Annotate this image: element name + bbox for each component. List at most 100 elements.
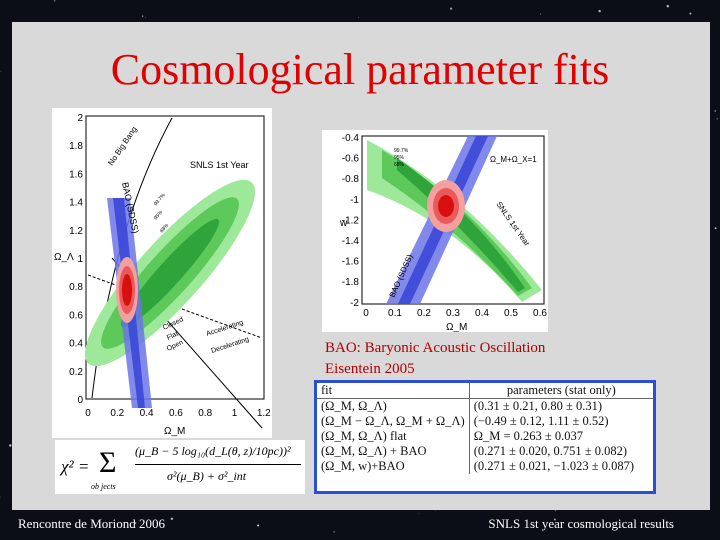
right-x-tick-label: 0.4 [475,308,489,319]
parameters-cell: (0.31 ± 0.21, 0.80 ± 0.31) [473,399,602,413]
right-x-tick-label: 0.6 [533,308,547,319]
left-y-tick-label: 1.8 [69,141,83,152]
w-vs-omega-m-plot: Ω_M+Ω_X=1 SNLS 1st Year BAO (SDSS) 99.7%… [322,130,548,332]
table-row: (Ω_M, Ω_Λ) (0.31 ± 0.21, 0.80 ± 0.31) [317,398,653,414]
prior-label: Ω_M+Ω_X=1 [490,155,537,164]
star [581,525,582,527]
conf-68-left: 68% [159,222,170,234]
footer-right: SNLS 1st year cosmological results [488,516,674,531]
table-row: (Ω_M, Ω_Λ) flat Ω_M = 0.263 ± 0.037 [317,429,653,444]
left-x-tick-label: 0 [85,408,91,419]
conf-68-right: 68% [394,162,405,168]
right-x-tick-label: 0.3 [446,308,460,319]
formula-sum-subscript: ob jects [91,482,116,491]
right-y-tick-label: -2 [350,298,359,309]
left-x-tick-label: 0.2 [110,408,124,419]
bao-note-line1: BAO: Baryonic Acoustic Oscillation [325,340,546,356]
table-header-fit: fit [317,383,470,399]
star [333,531,335,533]
right-y-tick-label: -1 [350,195,359,206]
star [716,117,719,120]
flat-label: Flat [166,331,180,342]
star [170,517,174,521]
star [553,518,556,521]
right-y-tick-label: -1.2 [342,215,360,226]
left-x-tick-label: 0.8 [198,408,212,419]
formula-fraction-bar [135,464,301,465]
right-y-tick-label: -1.6 [342,257,360,268]
conf-95-left: 95% [153,209,164,221]
parameters-cell: Ω_M = 0.263 ± 0.037 [473,429,584,443]
table-row: (Ω_M, w)+BAO (0.271 ± 0.021, −1.023 ± 0.… [317,459,653,474]
chi-squared-formula: χ² = Σ ob jects (μ_B − 5 log₁₀(d_L(θ, z)… [55,440,305,494]
right-y-tick-label: -0.6 [342,154,360,165]
left-x-axis-label: Ω_M [164,426,185,437]
right-x-tick-label: 0.5 [504,308,518,319]
fit-cell: (Ω_M, Ω_Λ) flat [317,429,470,444]
parameters-cell: (−0.49 ± 0.12, 1.11 ± 0.52) [473,414,609,428]
omega-lambda-vs-omega-m-plot: No Big Bang SNLS 1st Year BAO (SDSS) 99.… [52,108,272,438]
left-y-tick-label: 0.6 [69,310,83,321]
star [540,13,542,15]
fit-cell: (Ω_M, Ω_Λ) + BAO [317,444,470,459]
right-y-tick-label: -1.4 [342,236,360,247]
right-y-tick-label: -0.8 [342,174,360,185]
left-y-tick-label: 0 [77,395,83,406]
formula-lhs: χ² = [61,457,90,476]
left-x-tick-label: 1 [232,408,238,419]
conf-95-right: 95% [394,155,405,161]
slide-title: Cosmological parameter fits [110,45,610,94]
right-x-axis-label: Ω_M [446,322,467,332]
left-y-axis-label: Ω_Λ [54,252,74,263]
left-y-tick-label: 0.8 [69,282,83,293]
right-y-axis-label: w [339,218,348,229]
star [9,444,12,447]
formula-sum-symbol: Σ [99,446,117,479]
star [666,4,670,8]
star [714,227,717,230]
left-y-tick-label: 0.2 [69,367,83,378]
star [689,12,692,15]
star [0,496,1,498]
star [450,7,453,10]
star [134,522,137,524]
right-x-tick-label: 0.2 [417,308,431,319]
left-x-tick-label: 0.4 [140,408,154,419]
left-x-tick-label: 1.2 [257,408,271,419]
left-y-tick-label: 1.2 [69,226,83,237]
table-row: (Ω_M, Ω_Λ) + BAO (0.271 ± 0.020, 0.751 ±… [317,444,653,459]
fit-results-table: fit parameters (stat only) (Ω_M, Ω_Λ) (0… [314,380,656,494]
star [358,17,360,19]
star [145,17,146,18]
star [714,110,717,112]
snls-label-left: SNLS 1st Year [190,160,249,170]
fit-cell: (Ω_M, w)+BAO [317,459,470,474]
left-y-tick-label: 1 [77,254,83,265]
star [554,509,557,512]
star [418,513,420,515]
bao-note-line2: Eisentein 2005 [325,361,415,377]
footer-left: Rencontre de Moriond 2006 [18,516,165,531]
parameters-cell: (0.271 ± 0.021, −1.023 ± 0.087) [473,459,635,473]
left-y-tick-label: 0.4 [69,339,83,350]
star [53,0,56,2]
star [0,70,2,72]
star [598,9,601,13]
right-y-tick-label: -0.4 [342,133,360,144]
parameters-cell: (0.271 ± 0.020, 0.751 ± 0.082) [473,444,627,458]
conf-997-right: 99.7% [394,148,409,154]
formula-denominator: σ²(μ_B) + σ²_int [167,469,247,483]
table-header-row: fit parameters (stat only) [317,383,653,399]
left-y-tick-label: 2 [77,113,83,124]
table-header-parameters: parameters (stat only) [469,383,653,399]
star [435,510,437,512]
left-y-tick-label: 1.4 [69,198,83,209]
star [141,15,144,17]
right-x-tick-label: 0 [363,308,369,319]
bao-note: BAO: Baryonic Acoustic Oscillation Eisen… [325,338,545,380]
left-y-tick-label: 1.6 [69,169,83,180]
formula-numerator: (μ_B − 5 log₁₀(d_L(θ, z)/10pc))² [135,444,291,458]
star [257,524,260,527]
fit-cell: (Ω_M − Ω_Λ, Ω_M + Ω_Λ) [317,414,470,429]
fit-cell: (Ω_M, Ω_Λ) [317,398,470,414]
